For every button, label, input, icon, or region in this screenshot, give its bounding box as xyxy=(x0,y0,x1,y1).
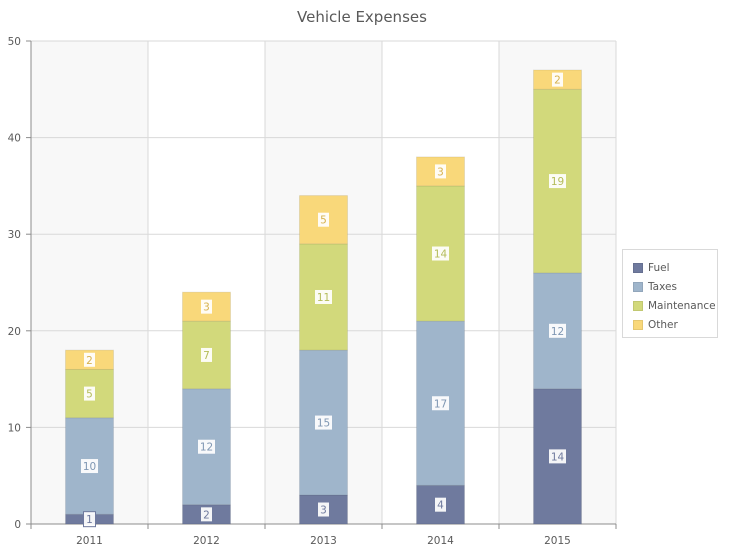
data-label-box xyxy=(314,288,333,305)
data-label: 2 xyxy=(203,509,210,521)
legend-label: Maintenance xyxy=(648,299,716,312)
y-tick-label: 20 xyxy=(8,326,21,338)
legend-swatch xyxy=(633,300,643,311)
data-label: 14 xyxy=(434,249,448,261)
x-tick-label: 2012 xyxy=(193,535,220,547)
x-tick-label: 2013 xyxy=(310,535,337,547)
chart-title: Vehicle Expenses xyxy=(297,8,427,26)
data-label-box xyxy=(548,448,567,465)
data-label-box xyxy=(80,458,99,475)
legend-label: Other xyxy=(648,318,678,331)
data-label-box xyxy=(200,506,213,523)
x-tick-label: 2011 xyxy=(76,535,103,547)
data-label-box xyxy=(434,163,447,180)
legend-label: Taxes xyxy=(648,280,677,293)
legend-item-fuel[interactable]: Fuel xyxy=(633,258,717,277)
data-label: 12 xyxy=(551,326,564,338)
y-tick-label: 50 xyxy=(8,36,21,48)
data-label-box xyxy=(197,438,216,455)
data-label-box xyxy=(83,385,96,402)
data-label-box xyxy=(548,173,567,190)
data-label: 10 xyxy=(83,461,96,473)
data-label: 3 xyxy=(437,166,444,178)
data-label: 5 xyxy=(86,389,93,401)
bar-segment-taxes[interactable] xyxy=(299,349,348,496)
legend-item-maintenance[interactable]: Maintenance xyxy=(633,296,717,315)
y-tick-label: 30 xyxy=(8,229,21,241)
data-label-box xyxy=(548,322,567,339)
data-label: 7 xyxy=(203,350,210,362)
data-label-box xyxy=(431,245,450,262)
legend-item-other[interactable]: Other xyxy=(633,315,717,334)
data-label-box xyxy=(83,351,96,368)
legend-item-taxes[interactable]: Taxes xyxy=(633,277,717,296)
legend-label: Fuel xyxy=(648,261,670,274)
data-label-box xyxy=(314,414,333,431)
data-label-box xyxy=(317,211,330,228)
data-label: 5 xyxy=(320,215,327,227)
data-label: 3 xyxy=(203,302,210,314)
data-label: 2 xyxy=(554,75,561,87)
data-label-box xyxy=(317,501,330,518)
data-label-box xyxy=(200,298,213,315)
x-tick-label: 2015 xyxy=(544,535,571,547)
data-label: 17 xyxy=(434,398,447,410)
data-label: 3 xyxy=(320,505,327,517)
data-label: 11 xyxy=(317,292,330,304)
data-label: 15 xyxy=(317,418,330,430)
data-label: 19 xyxy=(551,176,564,188)
y-tick-label: 10 xyxy=(8,422,21,434)
data-label-box xyxy=(551,71,564,88)
y-tick-label: 40 xyxy=(8,133,21,145)
data-label: 12 xyxy=(200,442,213,454)
data-label-box xyxy=(434,496,447,513)
legend-swatch xyxy=(633,262,643,273)
y-tick-label: 0 xyxy=(14,519,21,531)
data-label-box xyxy=(431,395,450,412)
legend-swatch xyxy=(633,281,643,292)
data-label: 2 xyxy=(86,355,93,367)
data-label-box xyxy=(200,346,213,363)
data-label: 14 xyxy=(551,451,565,463)
data-label: 4 xyxy=(437,500,444,512)
legend-swatch xyxy=(633,319,643,330)
x-tick-label: 2014 xyxy=(427,535,454,547)
data-label-box xyxy=(83,511,96,528)
legend: Fuel Taxes Maintenance Other xyxy=(622,249,718,338)
data-label: 1 xyxy=(86,514,93,526)
